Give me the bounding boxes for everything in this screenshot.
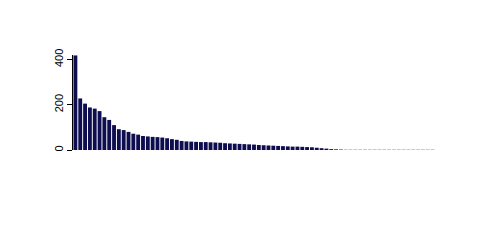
svg-text:0: 0 xyxy=(53,145,65,151)
svg-text:400: 400 xyxy=(53,49,65,67)
svg-text:200: 200 xyxy=(53,94,65,112)
